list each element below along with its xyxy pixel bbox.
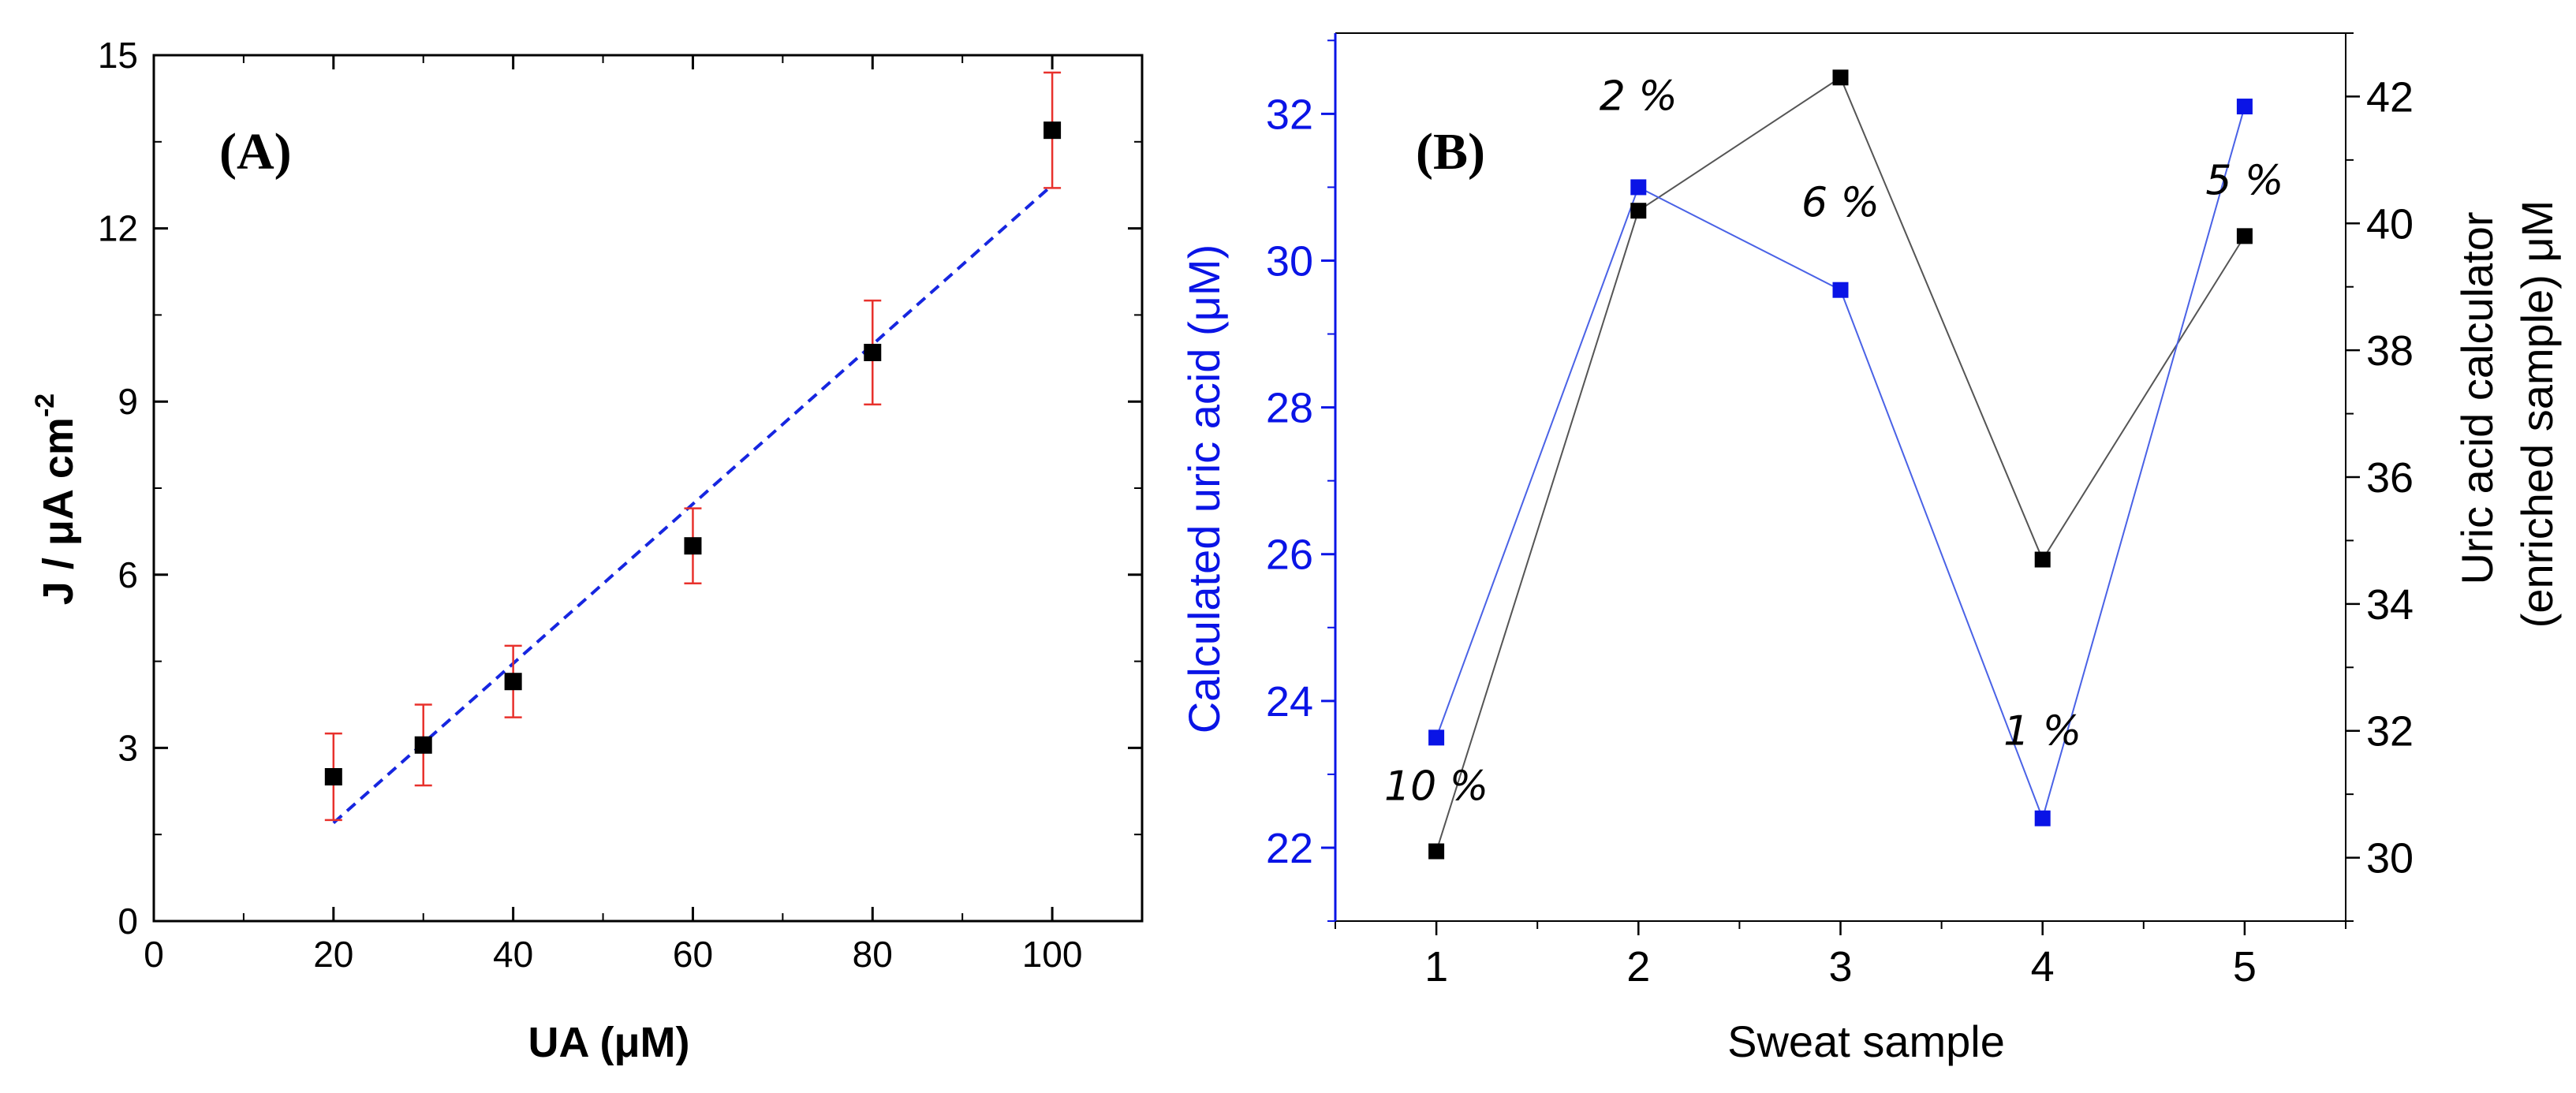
panel-b-percent-annotation: 6 % (1801, 180, 1880, 227)
panel-b-left-tick-label: 28 (1266, 385, 1313, 432)
panel-b-right-tick-label: 30 (2366, 835, 2414, 882)
panel-a-data-point (684, 537, 702, 555)
panel-b-letter: (B) (1416, 123, 1485, 181)
panel-b-calculated-point (1832, 282, 1849, 298)
panel-a-chart: 0 20 40 60 80 100 0 3 6 9 12 15 (A) UA (μM) J / μA … (30, 35, 1144, 1066)
panel-a-y-tick-label: 3 (118, 727, 138, 768)
panel-b-x-axis-label: Sweat sample (1727, 1017, 2005, 1066)
panel-b-x-tick-label: 1 (1424, 943, 1448, 990)
panel-a-x-tick-label: 60 (673, 934, 713, 975)
panel-a-x-axis-label: UA (μM) (528, 1019, 690, 1066)
panel-b-x-tick-label: 3 (1828, 943, 1852, 990)
panel-b-percent-annotation: 5 % (2205, 158, 2283, 205)
panel-b-right-tick-label: 32 (2366, 708, 2414, 755)
panel-b-right-y-axis-label-line1: Uric acid calculator (2452, 211, 2502, 584)
panel-b-x-tick-label: 4 (2031, 943, 2055, 990)
panel-b-percent-annotation: 2 % (1600, 73, 1678, 121)
panel-b-left-tick-label: 24 (1266, 678, 1313, 726)
panel-a-y-tick-label: 6 (118, 554, 138, 595)
panel-b-left-tick-label: 30 (1266, 237, 1313, 285)
panel-a-plot-frame (152, 54, 1144, 923)
panel-a-data-point (504, 673, 522, 691)
panel-a-x-tick-label: 20 (313, 934, 353, 975)
panel-b-left-y-axis-label: Calculated uric acid (μM) (1179, 244, 1229, 733)
panel-a-data-point (324, 768, 342, 785)
panel-b-calculated-point (2236, 99, 2253, 115)
panel-b-right-y-axis-label-line2: (enriched sample) μM (2512, 200, 2562, 629)
panel-a-y-axis-label-exponent: -2 (30, 394, 60, 417)
panel-b-enriched-point (2236, 228, 2253, 244)
panel-b-left-tick-label: 26 (1266, 532, 1313, 579)
panel-b-calculated-point (1428, 729, 1445, 746)
panel-a-x-tick-label: 80 (853, 934, 893, 975)
panel-b-right-tick-label: 42 (2366, 73, 2414, 121)
panel-a-y-tick-label: 0 (118, 901, 138, 942)
panel-a-data-point (864, 343, 882, 361)
panel-b-enriched-point (2034, 551, 2051, 568)
panel-b-left-tick-label: 32 (1266, 91, 1313, 138)
panel-b-calculated-point (2034, 810, 2051, 826)
panel-b-x-tick-label: 5 (2233, 943, 2257, 990)
panel-a-y-axis-label-unit: / μA cm (35, 417, 82, 581)
panel-a-y-axis-label-symbol: J (35, 581, 82, 605)
panel-b-right-tick-label: 36 (2366, 454, 2414, 502)
panel-b-enriched-point (1630, 203, 1647, 219)
panel-a-y-tick-label: 9 (118, 381, 138, 422)
panel-b-enriched-point (1428, 843, 1445, 860)
panel-a-y-tick-label: 15 (98, 35, 138, 76)
panel-b-percent-annotation: 1 % (2003, 708, 2081, 755)
panel-a-data-point (414, 736, 432, 754)
panel-b-right-tick-label: 38 (2366, 327, 2414, 375)
panel-a-data-point (1043, 121, 1062, 140)
panel-a-x-tick-label: 0 (144, 934, 164, 975)
panel-b-enriched-point (1832, 69, 1849, 86)
panel-b-left-tick-label: 22 (1266, 825, 1313, 872)
panel-a-x-tick-label: 100 (1022, 934, 1083, 975)
panel-a-fit-line (332, 184, 1054, 825)
panel-a-y-tick-label: 12 (98, 208, 138, 249)
panel-a-y-axis-label: J / μA cm-2 (30, 394, 82, 605)
panel-b-right-tick-label: 34 (2366, 581, 2414, 629)
panel-b-x-tick-label: 2 (1626, 943, 1650, 990)
panel-a-x-tick-label: 40 (493, 934, 533, 975)
panel-b-right-tick-label: 40 (2366, 200, 2414, 248)
panel-a-letter: (A) (219, 123, 292, 181)
panel-b-percent-annotation: 10 % (1384, 763, 1488, 810)
panel-b-calculated-point (1630, 179, 1647, 196)
